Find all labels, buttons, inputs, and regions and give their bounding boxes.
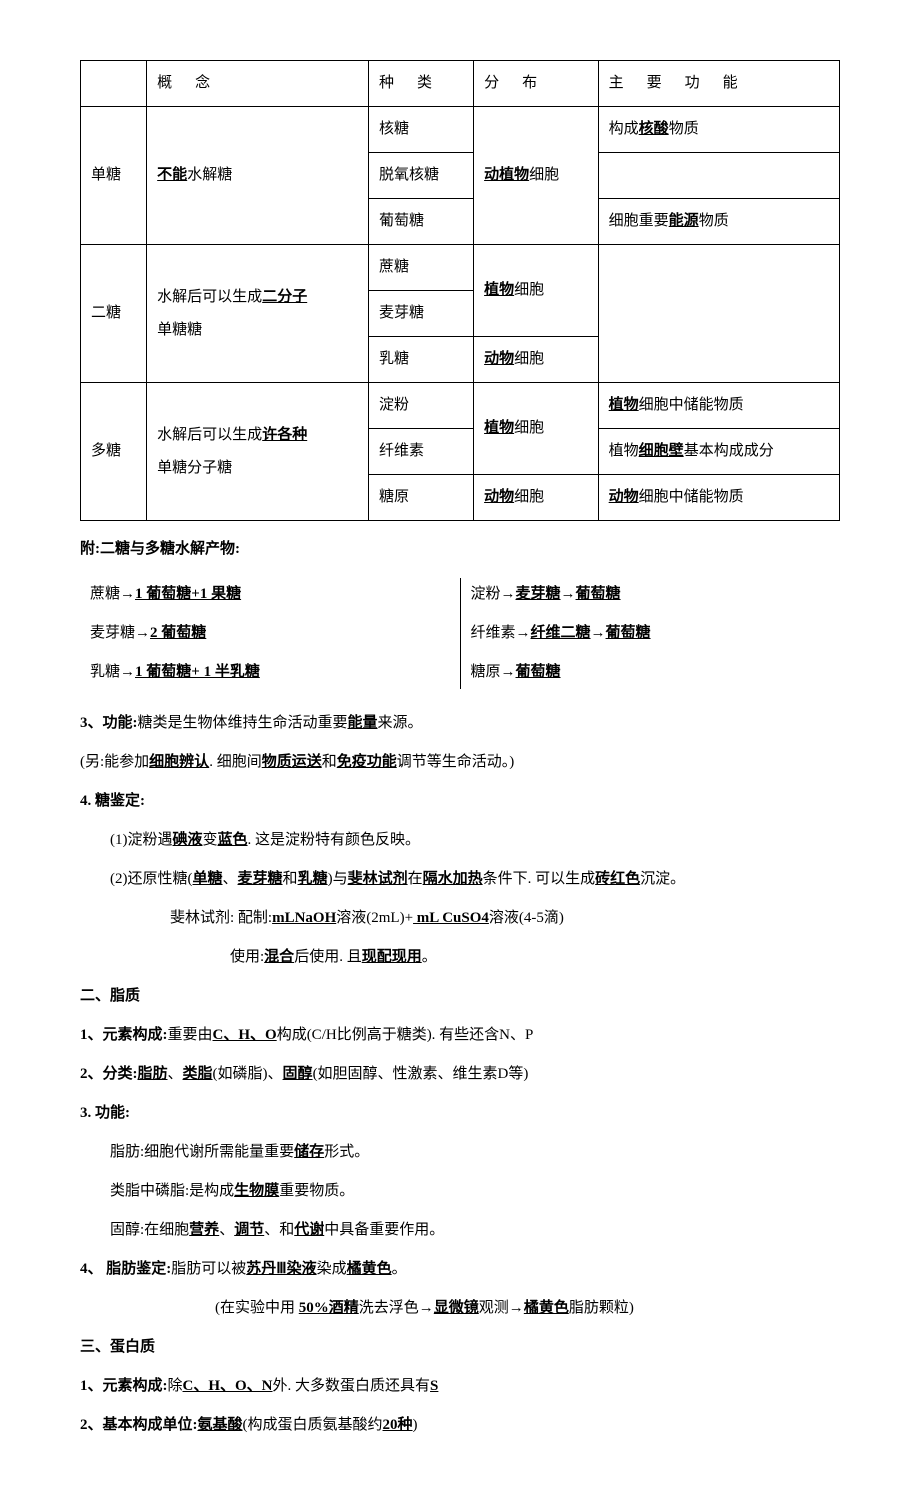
- s3-line: 3、功能:糖类是生物体维持生命活动重要能量来源。: [80, 707, 840, 740]
- type-glycogen: 糖原: [369, 475, 474, 521]
- hydro-l3: 乳糖→1 葡萄糖+ 1 半乳糖: [90, 656, 450, 689]
- func-deoxy: [598, 153, 839, 199]
- lipid-f1: 脂肪:细胞代谢所需能量重要储存形式。: [80, 1136, 840, 1169]
- s4-l3: 斐林试剂: 配制:mLNaOH溶液(2mL)+ mL CuSO4溶液(4-5滴): [80, 902, 840, 935]
- row-di-1: 二糖 水解后可以生成二分子单糖糖 蔗糖 植物细胞: [81, 245, 840, 291]
- func-di: [598, 245, 839, 383]
- hydro-left: 蔗糖→1 葡萄糖+1 果糖 麦芽糖→2 葡萄糖 乳糖→1 葡萄糖+ 1 半乳糖: [80, 572, 460, 695]
- sugar-table: 概 念 种 类 分 布 主 要 功 能 单糖 不能水解糖 核糖 动植物细胞 构成…: [80, 60, 840, 521]
- col-blank: [81, 61, 147, 107]
- type-sucrose: 蔗糖: [369, 245, 474, 291]
- concept-di: 水解后可以生成二分子单糖糖: [147, 245, 369, 383]
- s3-extra: (另:能参加细胞辨认. 细胞间物质运送和免疫功能调节等生命活动。): [80, 746, 840, 779]
- protein-p1: 1、元素构成:除C、H、O、N外. 大多数蛋白质还具有S: [80, 1370, 840, 1403]
- concept-mono: 不能水解糖: [147, 107, 369, 245]
- lipid-e2: 2、分类:脂肪、类脂(如磷脂)、固醇(如胆固醇、性激素、维生素D等): [80, 1058, 840, 1091]
- type-deoxy: 脱氧核糖: [369, 153, 474, 199]
- label-poly: 多糖: [81, 383, 147, 521]
- protein-heading: 三、蛋白质: [80, 1331, 840, 1364]
- label-di: 二糖: [81, 245, 147, 383]
- header-row: 概 念 种 类 分 布 主 要 功 能: [81, 61, 840, 107]
- col-func: 主 要 功 能: [598, 61, 839, 107]
- concept-poly: 水解后可以生成许各种单糖分子糖: [147, 383, 369, 521]
- hydro-r2: 纤维素→纤维二糖→葡萄糖: [471, 617, 831, 650]
- func-cellulose: 植物细胞壁基本构成成分: [598, 429, 839, 475]
- row-mono-1: 单糖 不能水解糖 核糖 动植物细胞 构成核酸物质: [81, 107, 840, 153]
- func-hetang: 构成核酸物质: [598, 107, 839, 153]
- protein-p2: 2、基本构成单位:氨基酸(构成蛋白质氨基酸约20种): [80, 1409, 840, 1442]
- type-hetang: 核糖: [369, 107, 474, 153]
- type-cellulose: 纤维素: [369, 429, 474, 475]
- lipid-e4b: (在实验中用 50%酒精洗去浮色→显微镜观测→橘黄色脂肪颗粒): [80, 1292, 840, 1325]
- dist-mono: 动植物细胞: [474, 107, 599, 245]
- func-starch: 植物细胞中储能物质: [598, 383, 839, 429]
- type-starch: 淀粉: [369, 383, 474, 429]
- lipid-heading: 二、脂质: [80, 980, 840, 1013]
- col-concept: 概 念: [147, 61, 369, 107]
- dist-plant: 植物细胞: [474, 245, 599, 337]
- lipid-f2: 类脂中磷脂:是构成生物膜重要物质。: [80, 1175, 840, 1208]
- hydro-r3: 糖原→葡萄糖: [471, 656, 831, 689]
- row-poly-1: 多糖 水解后可以生成许各种单糖分子糖 淀粉 植物细胞 植物细胞中储能物质: [81, 383, 840, 429]
- hydrolysis-columns: 蔗糖→1 葡萄糖+1 果糖 麦芽糖→2 葡萄糖 乳糖→1 葡萄糖+ 1 半乳糖 …: [80, 572, 840, 695]
- hydro-r1: 淀粉→麦芽糖→葡萄糖: [471, 578, 831, 611]
- lipid-e1: 1、元素构成:重要由C、H、O构成(C/H比例高于糖类). 有些还含N、P: [80, 1019, 840, 1052]
- type-maltose: 麦芽糖: [369, 291, 474, 337]
- dist-animal2: 动物细胞: [474, 475, 599, 521]
- hydro-l2: 麦芽糖→2 葡萄糖: [90, 617, 450, 650]
- func-glucose: 细胞重要能源物质: [598, 199, 839, 245]
- lipid-e4: 4、 脂肪鉴定:脂肪可以被苏丹Ⅲ染液染成橘黄色。: [80, 1253, 840, 1286]
- label-mono: 单糖: [81, 107, 147, 245]
- type-glucose: 葡萄糖: [369, 199, 474, 245]
- s4-l2: (2)还原性糖(单糖、麦芽糖和乳糖)与斐林试剂在隔水加热条件下. 可以生成砖红色…: [80, 863, 840, 896]
- col-type: 种 类: [369, 61, 474, 107]
- dist-plant2: 植物细胞: [474, 383, 599, 475]
- lipid-e3: 3. 功能:: [80, 1097, 840, 1130]
- type-lactose: 乳糖: [369, 337, 474, 383]
- func-glycogen: 动物细胞中储能物质: [598, 475, 839, 521]
- col-dist: 分 布: [474, 61, 599, 107]
- hydro-l1: 蔗糖→1 葡萄糖+1 果糖: [90, 578, 450, 611]
- lipid-f3: 固醇:在细胞营养、调节、和代谢中具备重要作用。: [80, 1214, 840, 1247]
- s4-title: 4. 糖鉴定:: [80, 785, 840, 818]
- s4-l1: (1)淀粉遇碘液变蓝色. 这是淀粉特有颜色反映。: [80, 824, 840, 857]
- hydro-right: 淀粉→麦芽糖→葡萄糖 纤维素→纤维二糖→葡萄糖 糖原→葡萄糖: [461, 572, 841, 695]
- dist-animal: 动物细胞: [474, 337, 599, 383]
- hydro-title: 附:二糖与多糖水解产物:: [80, 533, 840, 566]
- s4-l4: 使用:混合后使用. 且现配现用。: [80, 941, 840, 974]
